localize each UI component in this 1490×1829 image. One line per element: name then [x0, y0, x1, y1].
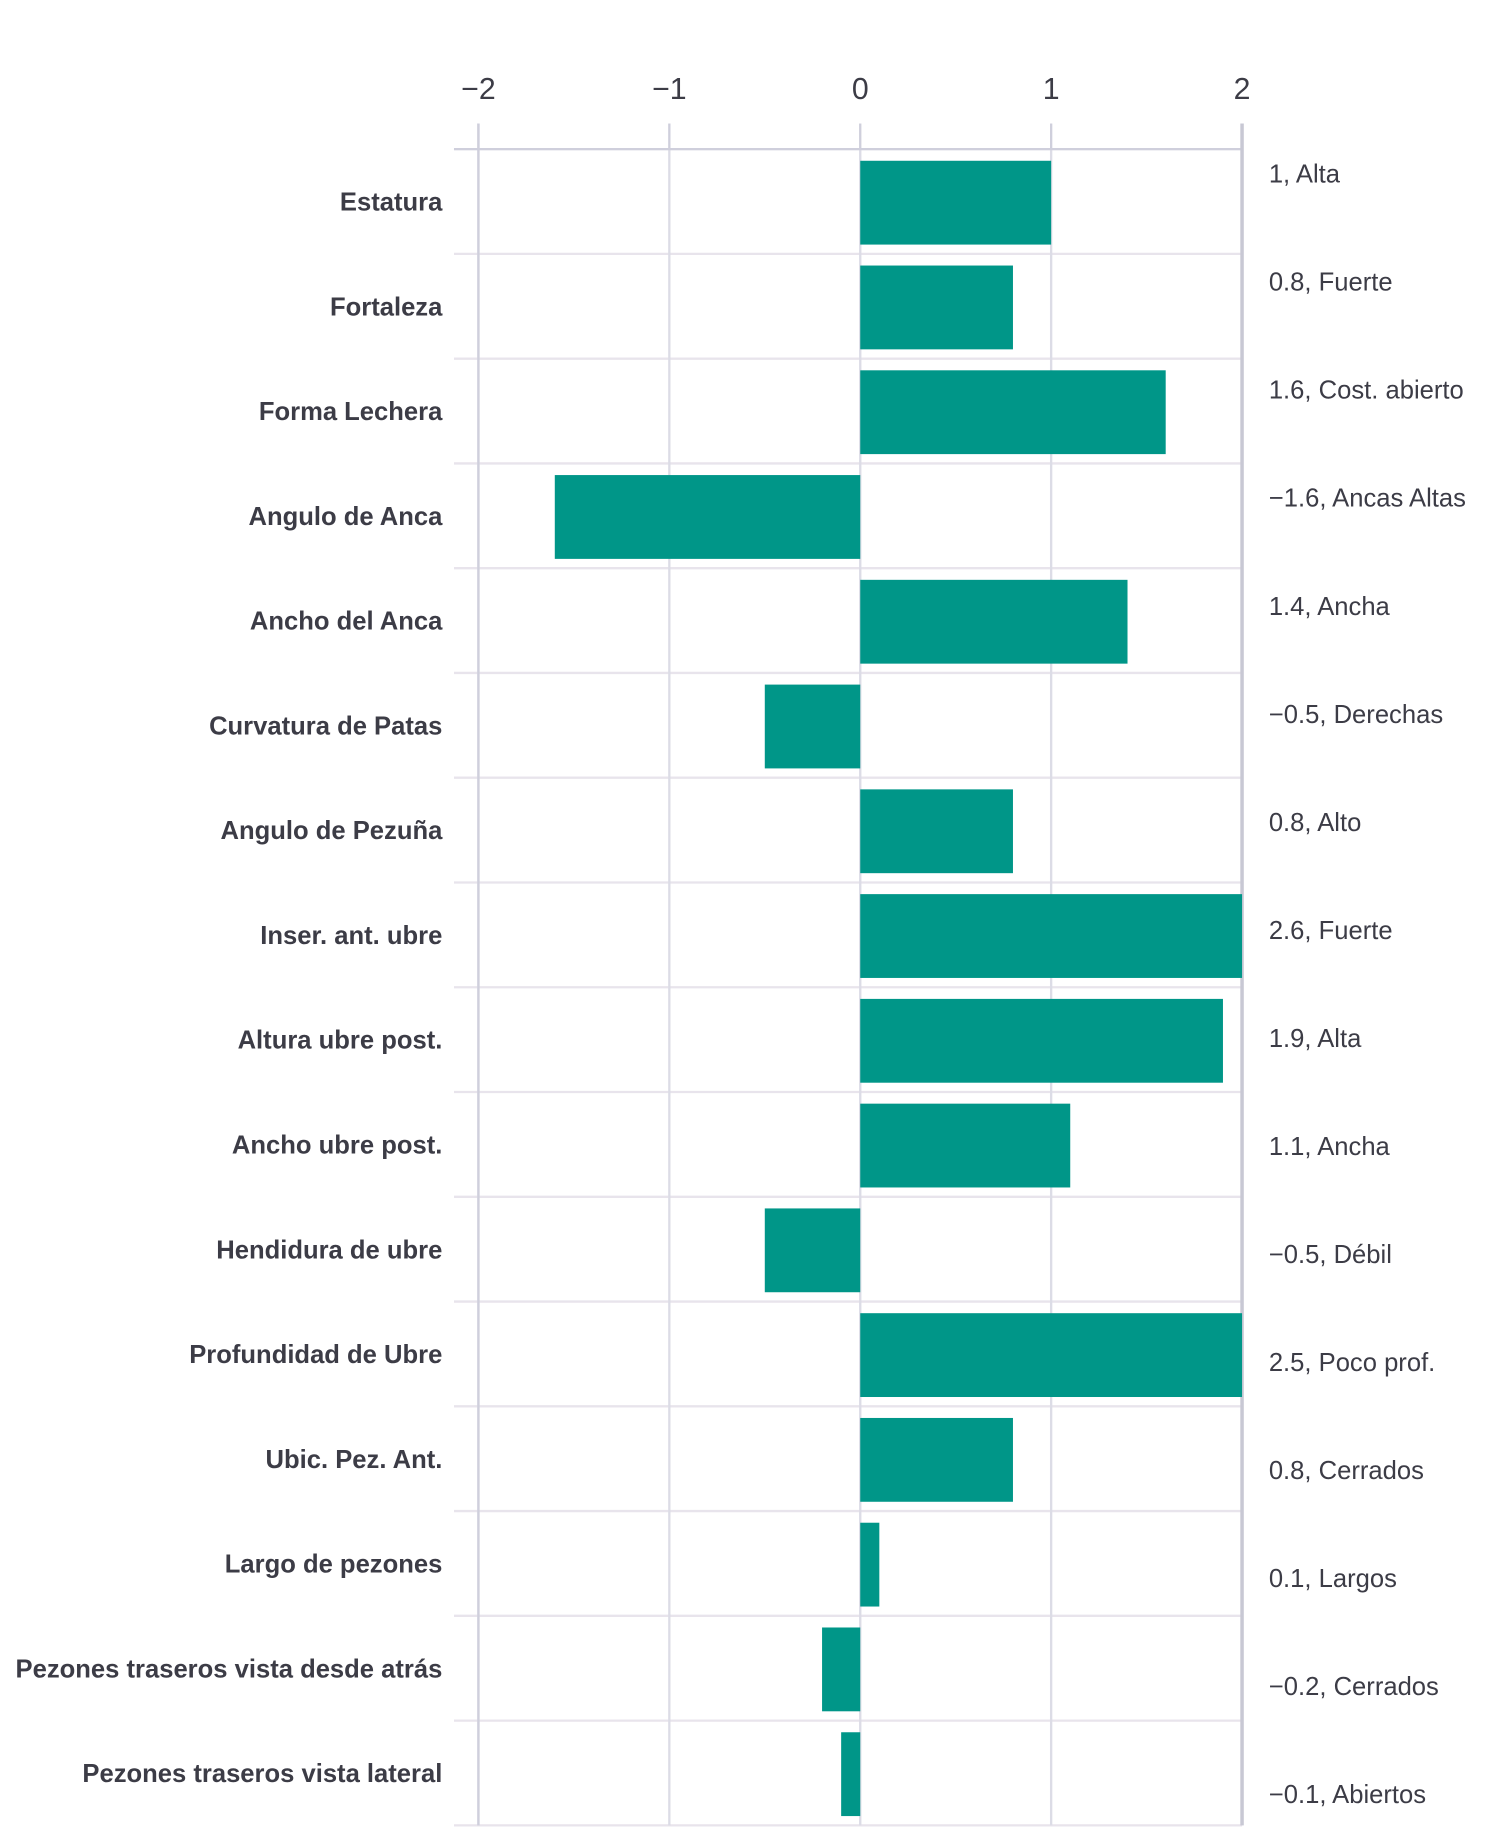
- x-tick-label: 1: [1043, 73, 1060, 106]
- value-label: −0.5, Débil: [1269, 1241, 1392, 1269]
- category-label: Ancho ubre post.: [232, 1131, 442, 1159]
- value-label: 1.1, Ancha: [1269, 1133, 1391, 1161]
- bar: [860, 894, 1243, 978]
- value-label: 1.6, Cost. abierto: [1269, 377, 1464, 405]
- value-label: 0.8, Cerrados: [1269, 1457, 1424, 1485]
- value-label: 1, Alta: [1269, 161, 1341, 189]
- bar: [860, 1522, 880, 1607]
- category-label: Angulo de Pezuña: [221, 817, 444, 845]
- value-label: −0.2, Cerrados: [1269, 1673, 1439, 1701]
- bars: [554, 160, 1243, 1817]
- category-label: Ancho del Anca: [250, 608, 443, 636]
- category-label: Pezones traseros vista desde atrás: [16, 1655, 443, 1683]
- category-label: Pezones traseros vista lateral: [82, 1760, 442, 1788]
- value-label: 1.9, Alta: [1269, 1025, 1362, 1053]
- bar: [860, 265, 1013, 350]
- value-label: 0.1, Largos: [1269, 1565, 1397, 1593]
- value-label: 2.5, Poco prof.: [1269, 1349, 1435, 1377]
- x-tick-label: 0: [852, 73, 869, 106]
- bar: [554, 475, 861, 559]
- value-label: 0.8, Fuerte: [1269, 269, 1393, 297]
- category-label: Angulo de Anca: [248, 503, 443, 531]
- value-label: 0.8, Alto: [1269, 809, 1362, 837]
- bar: [860, 1103, 1071, 1188]
- bar: [860, 579, 1128, 664]
- value-label: 2.6, Fuerte: [1269, 917, 1393, 945]
- value-label: −0.5, Derechas: [1269, 701, 1443, 729]
- category-label: Altura ubre post.: [238, 1027, 443, 1055]
- category-label: Fortaleza: [330, 293, 443, 321]
- category-label: Inser. ant. ubre: [260, 922, 442, 950]
- bar: [764, 684, 861, 769]
- bar: [860, 370, 1166, 455]
- bar: [822, 1627, 861, 1712]
- bar: [841, 1732, 861, 1817]
- bar: [860, 1417, 1013, 1502]
- bar: [860, 789, 1013, 874]
- value-label: −0.1, Abiertos: [1269, 1781, 1426, 1809]
- x-tick-label: 2: [1234, 73, 1251, 106]
- category-label: Largo de pezones: [225, 1551, 443, 1579]
- bar: [860, 998, 1223, 1083]
- value-label: 1.4, Ancha: [1269, 593, 1391, 621]
- x-tick-label: −2: [461, 73, 496, 106]
- category-label: Forma Lechera: [259, 398, 443, 426]
- bar: [860, 160, 1052, 245]
- category-label: Hendidura de ubre: [216, 1236, 442, 1264]
- category-label: Ubic. Pez. Ant.: [266, 1446, 443, 1474]
- category-label: Profundidad de Ubre: [189, 1341, 442, 1369]
- bar: [860, 1313, 1243, 1398]
- x-tick-label: −1: [652, 73, 687, 106]
- bar: [764, 1208, 861, 1293]
- category-label: Estatura: [340, 189, 443, 217]
- value-label: −1.6, Ancas Altas: [1269, 485, 1466, 513]
- category-label: Curvatura de Patas: [209, 712, 442, 740]
